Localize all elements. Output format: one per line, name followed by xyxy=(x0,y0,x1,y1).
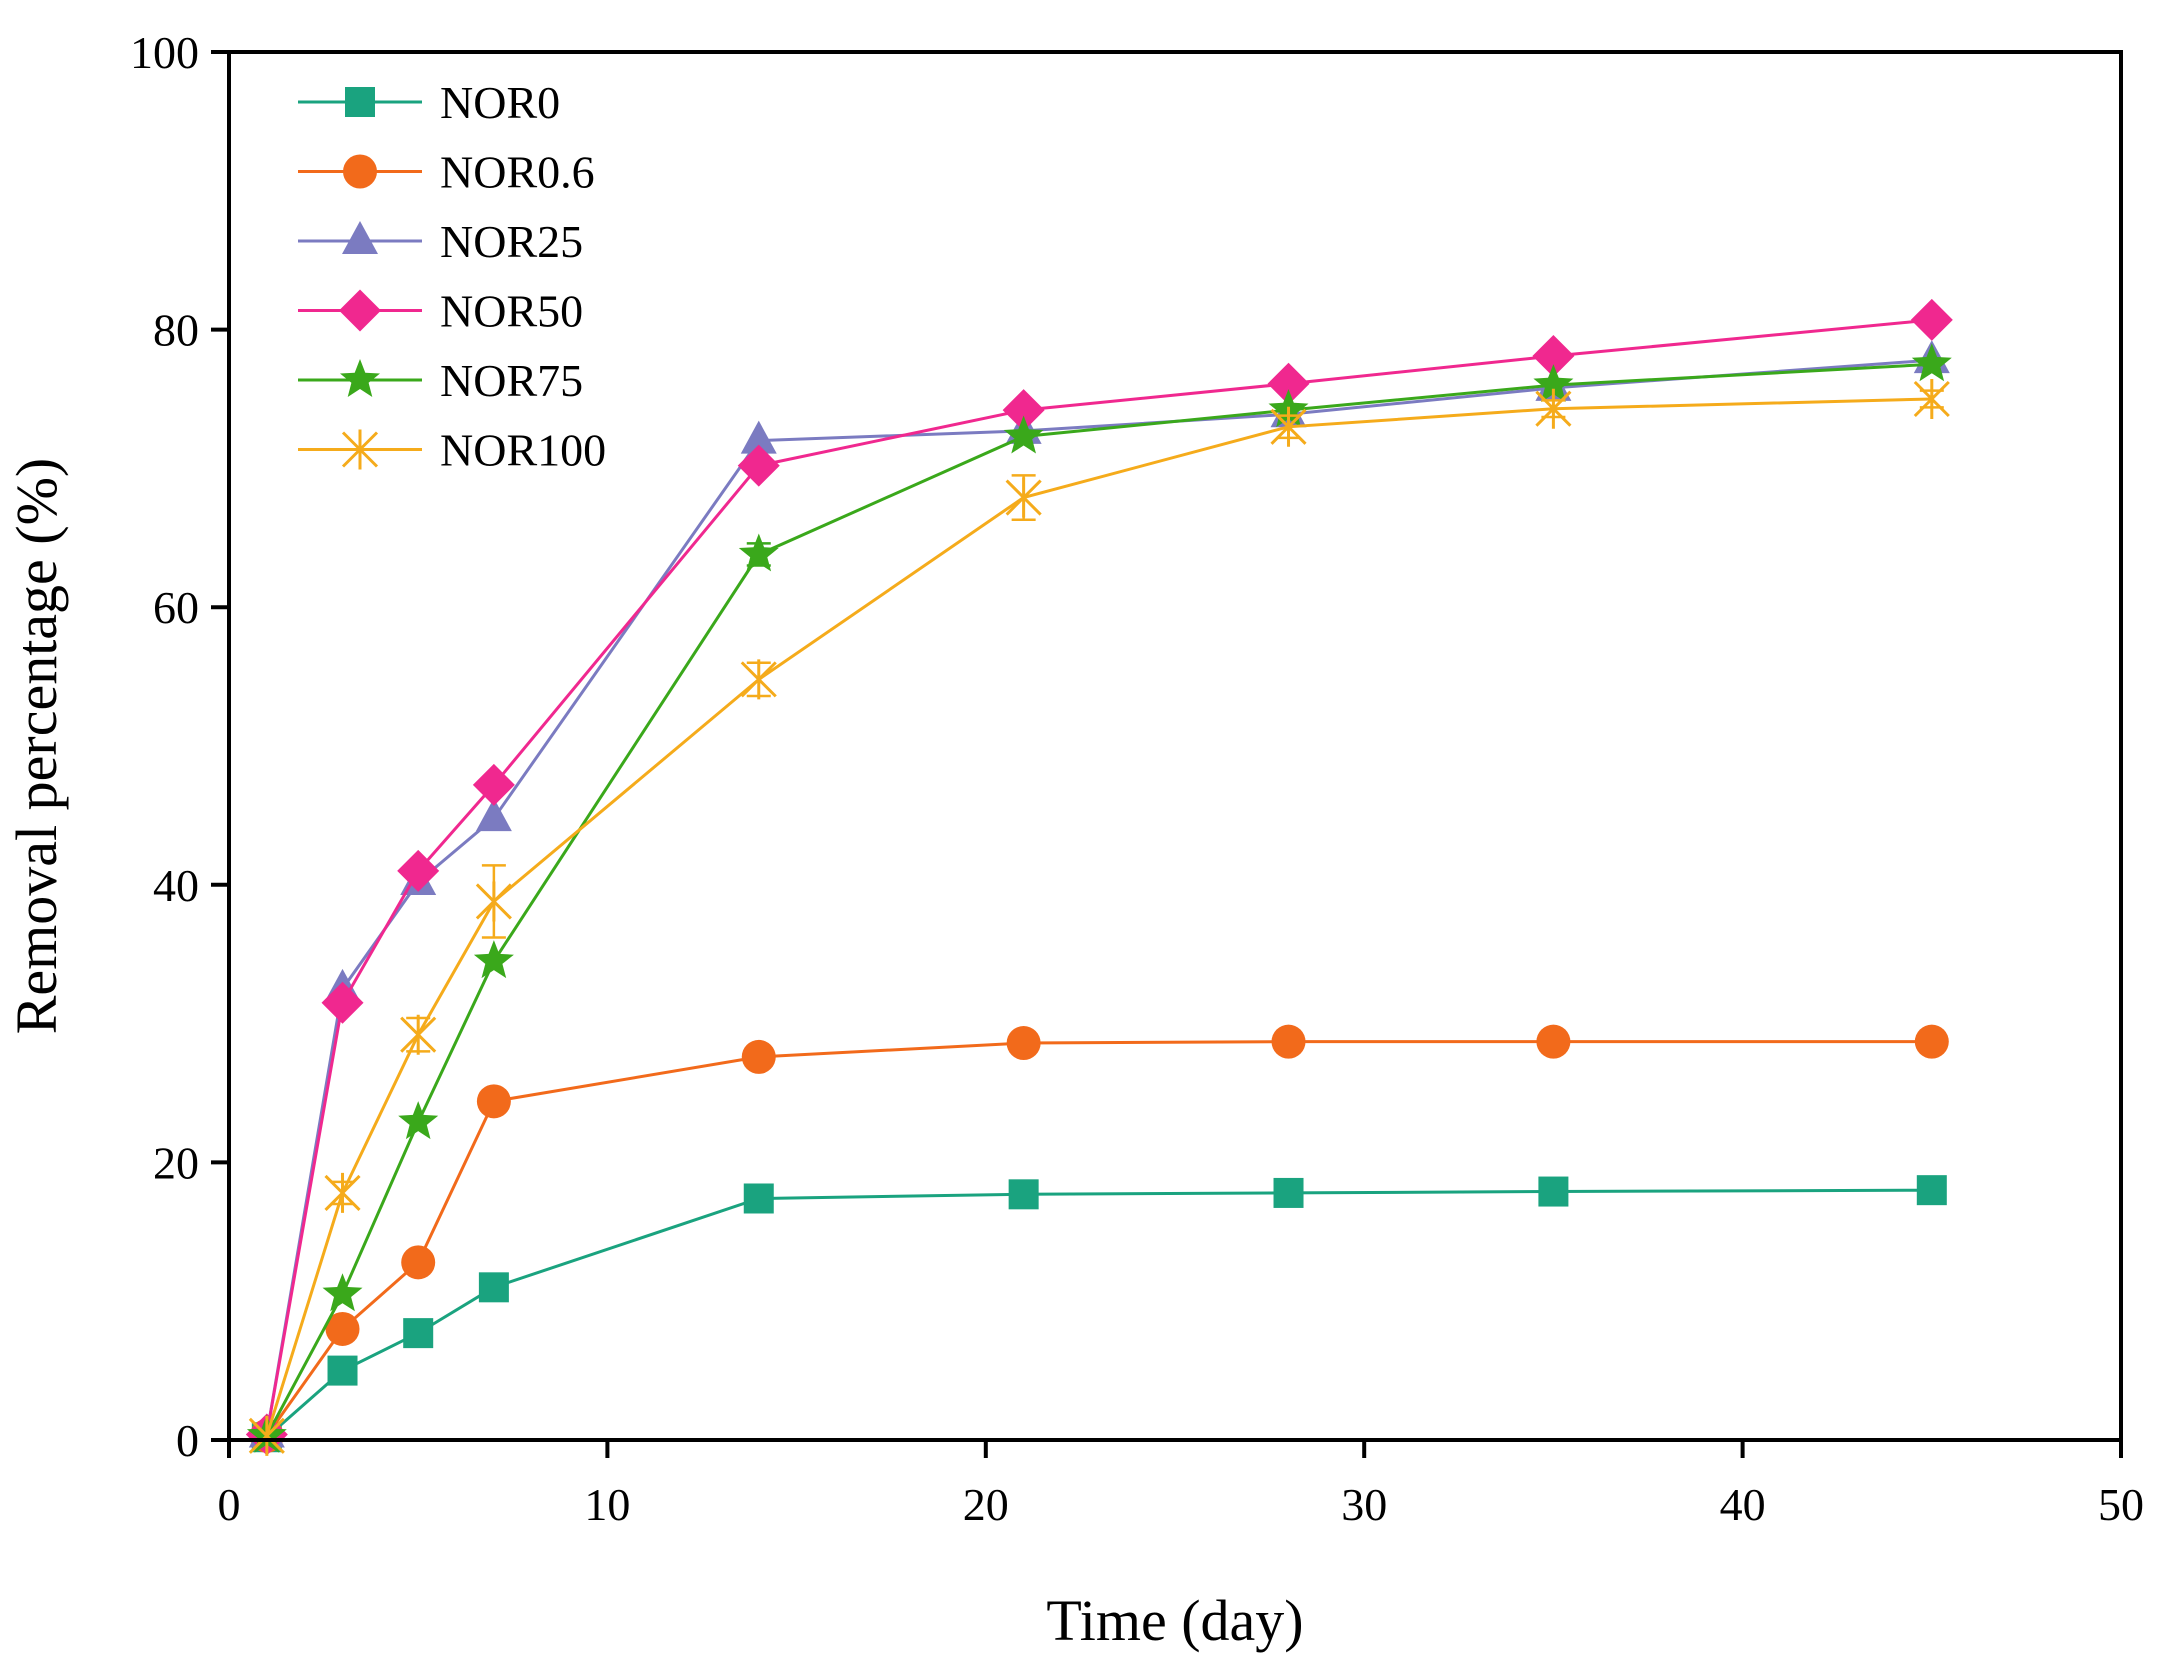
legend-label: NOR75 xyxy=(440,355,583,406)
plot-layer xyxy=(245,298,1953,1456)
data-point xyxy=(324,1172,361,1213)
data-point xyxy=(1270,406,1307,447)
data-point xyxy=(1533,364,1574,403)
data-point xyxy=(1536,1024,1571,1059)
data-point xyxy=(403,1318,434,1349)
data-point xyxy=(327,1355,358,1386)
legend-item-NOR0.6: NOR0.6 xyxy=(298,147,595,198)
data-point xyxy=(1538,1176,1569,1207)
series-NOR0 xyxy=(251,1175,1947,1453)
data-point xyxy=(478,1272,509,1303)
x-tick-label: 0 xyxy=(218,1479,241,1530)
legend: NOR0 NOR0.6 NOR25 NOR50 NOR75 NOR100 xyxy=(298,77,606,476)
x-tick-label: 20 xyxy=(963,1479,1009,1530)
legend-label: NOR25 xyxy=(440,216,583,267)
data-point xyxy=(1914,1024,1949,1059)
data-point xyxy=(1916,1175,1947,1206)
x-tick-label: 10 xyxy=(584,1479,630,1530)
legend-item-NOR25: NOR25 xyxy=(298,216,583,267)
data-point xyxy=(401,1245,436,1280)
data-point xyxy=(398,1101,439,1140)
legend-item-NOR100: NOR100 xyxy=(298,425,606,476)
data-point xyxy=(1006,1026,1041,1061)
legend-marker xyxy=(342,221,378,254)
data-point xyxy=(740,659,777,700)
data-point xyxy=(1910,298,1953,341)
data-point xyxy=(1267,362,1310,405)
legend-marker xyxy=(345,87,375,117)
legend-item-NOR50: NOR50 xyxy=(298,286,583,337)
data-point xyxy=(1911,343,1952,382)
data-point xyxy=(1271,1024,1306,1059)
axes-layer xyxy=(227,50,2123,1442)
data-point xyxy=(473,940,514,979)
y-tick-label: 100 xyxy=(130,27,199,78)
data-point xyxy=(475,798,512,832)
y-tick-label: 20 xyxy=(153,1137,199,1188)
data-point xyxy=(737,444,780,487)
legend-label: NOR0 xyxy=(440,77,560,128)
y-tick-label: 40 xyxy=(153,860,199,911)
data-point xyxy=(400,1014,437,1055)
x-tick-label: 50 xyxy=(2098,1479,2144,1530)
x-axis-ticks: 0 10 20 30 40 50 xyxy=(218,1440,2144,1530)
data-point xyxy=(248,1415,285,1456)
legend-marker xyxy=(339,289,381,332)
data-point xyxy=(1913,379,1950,419)
x-axis-title: Time (day) xyxy=(1046,1588,1303,1653)
data-point xyxy=(741,1039,776,1074)
data-point xyxy=(1273,1177,1304,1208)
data-point xyxy=(476,1084,511,1119)
data-point xyxy=(738,533,779,572)
x-tick-label: 30 xyxy=(1341,1479,1387,1530)
series-NOR100 xyxy=(248,379,1950,1456)
legend-marker xyxy=(340,359,380,397)
data-point xyxy=(740,420,777,454)
data-point xyxy=(1532,334,1575,377)
data-point xyxy=(321,981,364,1024)
legend-label: NOR100 xyxy=(440,425,606,476)
legend-item-NOR0: NOR0 xyxy=(298,77,560,128)
y-axis-title: Removal percentage (%) xyxy=(4,458,69,1035)
y-tick-label: 80 xyxy=(153,305,199,356)
x-tick-label: 40 xyxy=(1720,1479,1766,1530)
legend-label: NOR50 xyxy=(440,286,583,337)
legend-marker xyxy=(341,429,379,470)
data-point xyxy=(475,881,512,922)
y-axis-ticks: 0 20 40 60 80 100 xyxy=(130,27,229,1466)
y-tick-label: 0 xyxy=(176,1415,199,1466)
legend-item-NOR75: NOR75 xyxy=(298,355,583,406)
data-point xyxy=(1535,388,1572,429)
data-point xyxy=(743,1183,774,1214)
data-point xyxy=(1003,415,1044,454)
legend-label: NOR0.6 xyxy=(440,147,595,198)
data-point xyxy=(1002,389,1045,432)
data-point xyxy=(397,849,440,892)
data-point xyxy=(1005,477,1042,518)
data-point xyxy=(472,763,515,806)
y-tick-label: 60 xyxy=(153,582,199,633)
plot-frame xyxy=(227,50,2123,1442)
data-point xyxy=(325,1311,360,1346)
data-point xyxy=(1008,1179,1039,1210)
data-point xyxy=(322,1273,363,1312)
legend-marker xyxy=(343,154,377,189)
